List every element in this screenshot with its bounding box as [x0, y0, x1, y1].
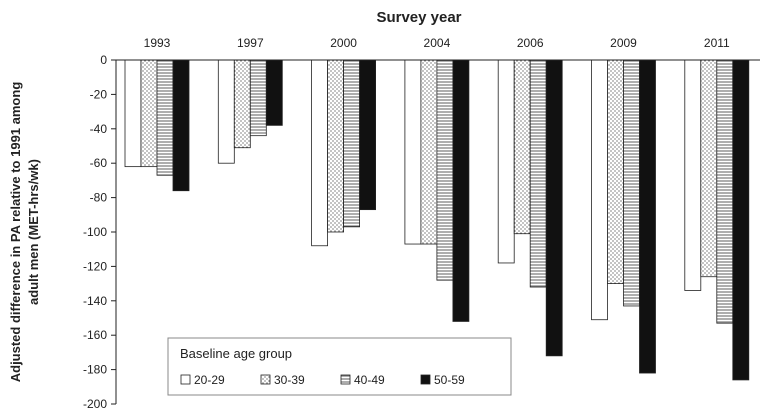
legend-swatch-30-39: [260, 374, 271, 385]
x-tick-label: 2006: [517, 36, 544, 50]
legend-swatch-20-29: [180, 374, 191, 385]
bar-20-29-2011: [684, 59, 702, 291]
legend-label-40-49: 40-49: [354, 373, 385, 387]
y-tick-label: -200: [83, 397, 107, 411]
bar-20-29-2004: [404, 59, 422, 245]
legend-swatch-40-49: [340, 374, 351, 385]
bar-30-39-2006: [513, 59, 531, 235]
x-tick-label: 2009: [610, 36, 637, 50]
x-axis-labels: 1993 1997 2000 2004 2006 2009 2011: [144, 36, 730, 50]
bar-20-29-1997: [217, 59, 235, 164]
bar-20-29-2006: [497, 59, 515, 264]
y-axis-title-line-1: Adjusted difference in PA relative to 19…: [8, 82, 23, 383]
x-tick-label: 1997: [237, 36, 264, 50]
bar-40-49-2009: [623, 59, 640, 307]
chart-title: Survey year: [376, 9, 461, 26]
legend-title: Baseline age group: [180, 346, 292, 361]
legend-label-50-59: 50-59: [434, 373, 465, 387]
legend-label-20-29: 20-29: [194, 373, 225, 387]
legend-items: 20-29 30-39 40-49 50-59: [180, 373, 465, 387]
y-tick-label: -160: [83, 328, 107, 342]
legend: Baseline age group 20-29 30-39 40-49 50-59: [167, 337, 512, 396]
y-tick-label: -140: [83, 294, 107, 308]
x-tick-label: 1993: [144, 36, 171, 50]
bars: [124, 59, 750, 381]
bar-50-59-2000: [359, 59, 377, 211]
bar-50-59-1997: [265, 59, 283, 126]
bar-20-29-1993: [124, 59, 142, 168]
bar-40-49-2006: [529, 59, 547, 288]
y-tick-label: -60: [90, 156, 108, 170]
legend-swatch-50-59: [420, 374, 431, 385]
y-tick-label: -80: [90, 191, 108, 205]
bar-30-39-2000: [327, 59, 345, 233]
legend-box: [167, 337, 512, 396]
bar-50-59-2011: [732, 59, 750, 381]
y-tick-label: -120: [83, 259, 107, 273]
bar-50-59-2009: [639, 59, 656, 374]
y-tick-label: -40: [90, 122, 108, 136]
y-tick-label: -100: [83, 225, 107, 239]
bar-20-29-2000: [311, 59, 329, 247]
bar-30-39-2009: [607, 59, 624, 285]
bar-50-59-1993: [172, 59, 190, 192]
bar-40-49-2004: [436, 59, 454, 281]
y-axis-title-line-2: adult men (MET-hrs/wk): [26, 159, 41, 305]
x-tick-label: 2011: [704, 36, 730, 50]
y-tick-label: -180: [83, 363, 107, 377]
legend-label-30-39: 30-39: [274, 373, 305, 387]
bar-30-39-2011: [700, 59, 718, 278]
bar-40-49-2000: [343, 59, 361, 228]
bar-50-59-2006: [545, 59, 563, 357]
bar-40-49-2011: [716, 59, 734, 324]
bar-40-49-1997: [249, 59, 267, 137]
y-axis: 0 -20 -40 -60 -80 -100 -120 -140 -160 -180 -200: [83, 53, 117, 411]
bar-30-39-1997: [233, 59, 251, 149]
x-tick-label: 2004: [424, 36, 451, 50]
y-tick-label: -20: [90, 87, 108, 101]
bar-40-49-1993: [156, 59, 174, 176]
y-tick-label: 0: [100, 53, 107, 67]
bar-30-39-1993: [140, 59, 158, 168]
x-tick-label: 2000: [330, 36, 357, 50]
bar-30-39-2004: [420, 59, 438, 245]
bar-20-29-2009: [591, 59, 608, 321]
bar-50-59-2004: [452, 59, 470, 322]
